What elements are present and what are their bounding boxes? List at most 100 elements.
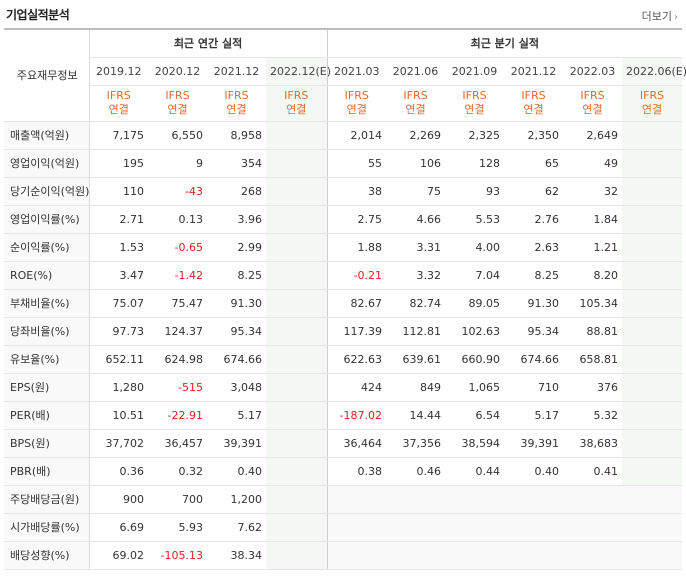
annual-value-cell: 1,200 <box>207 484 266 514</box>
annual-value-cell <box>266 233 328 262</box>
row-label: 영업이익(억원) <box>4 149 90 178</box>
table-row: BPS(원) 37,702 36,457 39,391 36,464 37,356 38,5… <box>4 429 683 458</box>
quarter-value-cell: 376 <box>563 372 623 402</box>
quarter-value-cell <box>622 177 683 206</box>
annual-value-cell <box>266 177 328 206</box>
quarter-value-cell: 8.25 <box>504 261 564 290</box>
quarter-value-cell: 622.63 <box>326 345 387 374</box>
standard-bottom-label: 연결 <box>523 103 544 116</box>
table-row: 유보율(%) 652.11 624.98 674.66 622.63 639.61 660.… <box>4 345 683 374</box>
section-header: 기업실적분석 더보기 › <box>0 0 686 28</box>
quarter-value-cell: 93 <box>445 177 505 206</box>
annual-value-cell: -1.42 <box>148 261 207 290</box>
quarter-value-cell: 2,269 <box>386 120 446 150</box>
empty-cell <box>326 513 387 542</box>
annual-value-cell: 0.36 <box>89 457 148 486</box>
more-label[interactable]: 더보기 <box>641 10 672 23</box>
annual-value-cell: -0.65 <box>148 233 207 262</box>
annual-period-header: 2022.12(E) <box>266 57 331 86</box>
quarter-period-header: 2021.12 <box>504 57 564 86</box>
annual-value-cell <box>266 484 328 514</box>
annual-period-header: 2021.12 <box>207 57 266 86</box>
quarter-value-cell: -0.21 <box>326 261 387 290</box>
row-label: 부채비율(%) <box>4 288 90 318</box>
chevron-right-icon: › <box>674 12 678 23</box>
empty-cell <box>504 541 564 570</box>
quarter-value-cell: 95.34 <box>504 317 564 346</box>
quarter-value-cell: 658.81 <box>563 345 623 374</box>
annual-value-cell: 8,958 <box>207 120 266 150</box>
quarter-value-cell: 82.67 <box>326 288 387 318</box>
quarter-value-cell: 75 <box>386 177 446 206</box>
quarter-value-cell <box>622 372 683 402</box>
annual-value-cell: -515 <box>148 372 207 402</box>
annual-value-cell: 9 <box>148 149 207 178</box>
standard-top-label: IFRS <box>224 89 249 102</box>
annual-group-header: 최근 연간 실적 <box>89 29 328 58</box>
annual-value-cell <box>266 317 328 346</box>
table-row: 순이익률(%) 1.53 -0.65 2.99 1.88 3.31 4.00 2.63 1.21 <box>4 233 683 262</box>
quarter-value-cell: 112.81 <box>386 317 446 346</box>
quarter-value-cell: 674.66 <box>504 345 564 374</box>
accounting-standard: IFRS 연결 <box>148 85 207 122</box>
row-label: 배당성향(%) <box>4 541 90 570</box>
annual-value-cell: 6,550 <box>148 120 207 150</box>
empty-cell <box>326 541 387 570</box>
table-row: 시가배당률(%) 6.69 5.93 7.62 <box>4 513 683 542</box>
empty-cell <box>622 513 683 542</box>
quarter-value-cell: 39,391 <box>504 429 564 458</box>
quarter-value-cell: 2,325 <box>445 120 505 150</box>
annual-value-cell: 624.98 <box>148 345 207 374</box>
quarter-value-cell: 2,350 <box>504 120 564 150</box>
annual-value-cell: 110 <box>89 177 148 206</box>
standard-top-label: IFRS <box>462 89 487 102</box>
annual-value-cell: 3.47 <box>89 261 148 290</box>
annual-value-cell: 652.11 <box>89 345 148 374</box>
quarter-period-header: 2021.06 <box>386 57 446 86</box>
annual-value-cell <box>266 204 328 234</box>
row-label: BPS(원) <box>4 429 90 458</box>
empty-cell <box>445 541 505 570</box>
standard-top-label: IFRS <box>639 89 665 102</box>
quarter-value-cell: 14.44 <box>386 401 446 430</box>
annual-value-cell: 5.93 <box>148 513 207 542</box>
quarter-value-cell: 3.32 <box>386 261 446 290</box>
quarter-value-cell: 0.40 <box>504 457 564 486</box>
empty-cell <box>563 541 623 570</box>
more-link[interactable]: 더보기 › <box>642 8 678 24</box>
table-row: 영업이익률(%) 2.71 0.13 3.96 2.75 4.66 5.53 2.76 1.84 <box>4 204 683 234</box>
quarter-value-cell <box>622 261 683 290</box>
standard-bottom-label: 연결 <box>464 103 485 116</box>
annual-value-cell: 8.25 <box>207 261 266 290</box>
accounting-standard: IFRS 연결 <box>89 85 148 122</box>
annual-value-cell <box>266 288 328 318</box>
annual-value-cell: 0.13 <box>148 204 207 234</box>
quarter-value-cell: 710 <box>504 372 564 402</box>
quarter-value-cell: 0.38 <box>326 457 387 486</box>
standard-bottom-label: 연결 <box>405 103 426 116</box>
standard-top-label: IFRS <box>403 89 428 102</box>
annual-value-cell: 75.47 <box>148 288 207 318</box>
quarter-group-header: 최근 분기 실적 <box>326 29 683 58</box>
row-label: 유보율(%) <box>4 345 90 374</box>
standard-top-label: IFRS <box>165 89 190 102</box>
quarter-period-header: 2022.03 <box>563 57 623 86</box>
quarter-value-cell: 0.44 <box>445 457 505 486</box>
empty-cell <box>386 541 446 570</box>
table-row: PBR(배) 0.36 0.32 0.40 0.38 0.46 0.44 0.40 0.41 <box>4 457 683 486</box>
quarter-value-cell: 1.84 <box>563 204 623 234</box>
annual-value-cell: 674.66 <box>207 345 266 374</box>
annual-value-cell: 3.96 <box>207 204 266 234</box>
quarter-value-cell: 36,464 <box>326 429 387 458</box>
annual-value-cell: 0.40 <box>207 457 266 486</box>
row-label: 매출액(억원) <box>4 120 90 150</box>
quarter-period-header: 2022.06(E) <box>622 57 686 86</box>
empty-cell <box>622 484 683 514</box>
empty-cell <box>504 513 564 542</box>
annual-value-cell: 7.62 <box>207 513 266 542</box>
empty-cell <box>326 484 387 514</box>
row-label: 영업이익률(%) <box>4 204 90 234</box>
annual-value-cell: 39,391 <box>207 429 266 458</box>
annual-value-cell: 97.73 <box>89 317 148 346</box>
annual-value-cell <box>266 372 328 402</box>
